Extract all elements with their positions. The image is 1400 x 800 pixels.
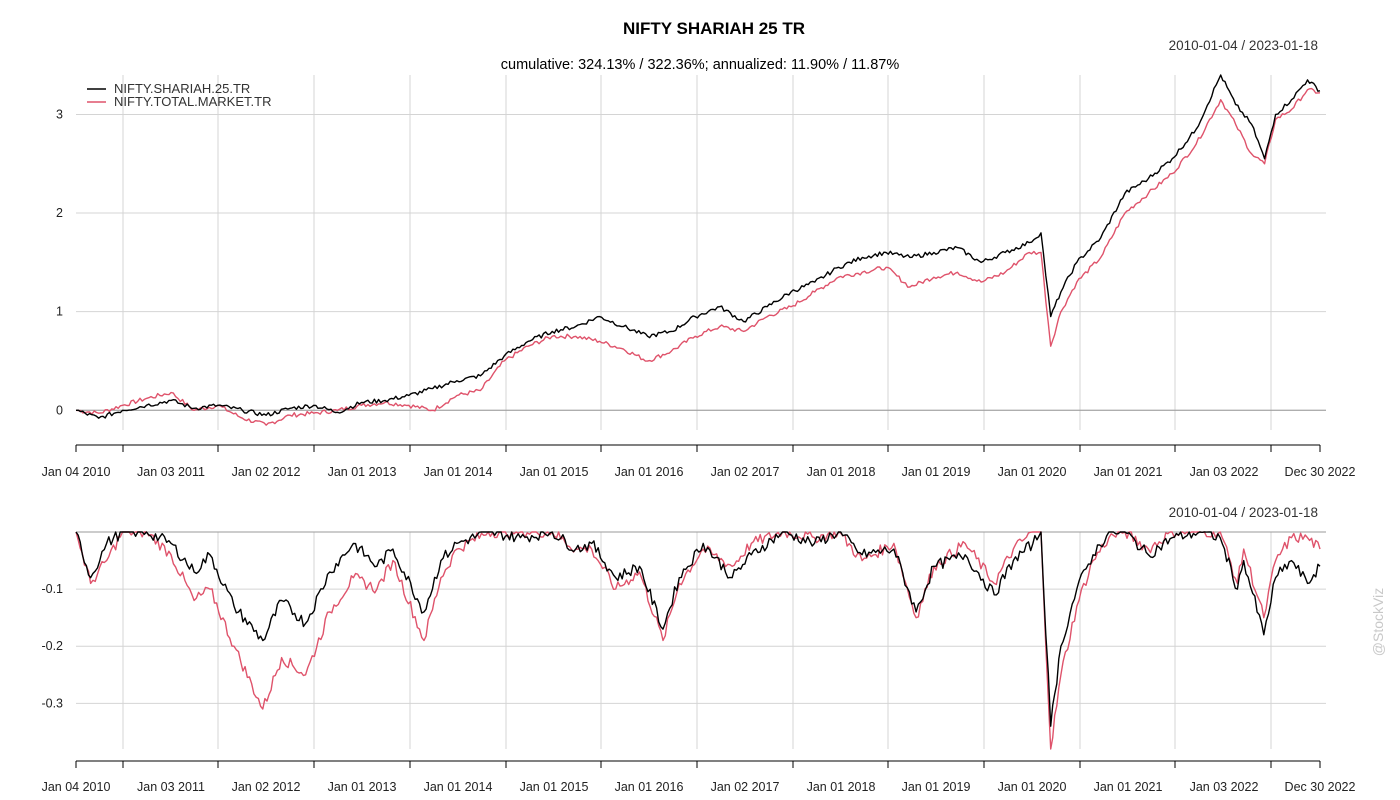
x-tick-label: Jan 03 2011 [137, 780, 205, 794]
series-line-total-market [75, 87, 1321, 426]
x-tick-label: Jan 01 2018 [807, 465, 876, 479]
y-tick-label: -0.1 [41, 582, 63, 596]
x-tick-label: Jan 01 2021 [1094, 465, 1163, 479]
x-tick-label: Jan 01 2016 [615, 780, 684, 794]
x-tick-label: Jan 01 2013 [328, 465, 397, 479]
x-tick-label: Jan 01 2014 [424, 465, 493, 479]
x-tick-label: Jan 02 2017 [711, 780, 780, 794]
top-panel-grid [76, 75, 1326, 430]
x-tick-label: Jan 01 2019 [902, 780, 971, 794]
x-tick-label: Jan 01 2013 [328, 780, 397, 794]
bottom-panel-grid [76, 531, 1326, 749]
bottom-panel-y-axis: -0.1 -0.2 -0.3 [41, 582, 63, 710]
x-tick-label: Jan 01 2021 [1094, 780, 1163, 794]
y-tick-label: 2 [56, 206, 63, 220]
top-date-range: 2010-01-04 / 2023-01-18 [1169, 38, 1318, 53]
x-tick-label: Jan 02 2012 [232, 780, 301, 794]
legend-label-shariah: NIFTY.SHARIAH.25.TR [114, 81, 250, 96]
x-tick-label: Jan 01 2018 [807, 780, 876, 794]
y-tick-label: 1 [56, 305, 63, 319]
y-tick-label: 3 [56, 107, 63, 121]
x-tick-label: Jan 01 2014 [424, 780, 493, 794]
x-tick-label: Dec 30 2022 [1285, 465, 1356, 479]
chart-subtitle: cumulative: 324.13% / 322.36%; annualize… [501, 57, 900, 73]
bottom-date-range: 2010-01-04 / 2023-01-18 [1169, 505, 1318, 520]
bottom-panel-series [75, 531, 1321, 750]
x-tick-label: Jan 01 2020 [998, 780, 1067, 794]
y-tick-label: -0.3 [41, 696, 63, 710]
series-line-shariah [75, 531, 1321, 727]
series-line-total-market [75, 531, 1321, 750]
x-tick-label: Jan 03 2022 [1190, 780, 1259, 794]
x-tick-label: Jan 03 2011 [137, 465, 205, 479]
top-panel-x-axis: Jan 04 2010 Jan 03 2011 Jan 02 2012 Jan 01 … [42, 444, 1356, 479]
top-panel-series [75, 74, 1321, 426]
chart-title: NIFTY SHARIAH 25 TR [623, 19, 805, 38]
legend-label-total-market: NIFTY.TOTAL.MARKET.TR [114, 94, 271, 109]
x-tick-label: Jan 02 2017 [711, 465, 780, 479]
watermark: @StockViz [1370, 588, 1386, 656]
x-tick-label: Jan 01 2016 [615, 465, 684, 479]
x-tick-label: Dec 30 2022 [1285, 780, 1356, 794]
x-tick-label: Jan 01 2020 [998, 465, 1067, 479]
x-tick-label: Jan 01 2015 [520, 465, 589, 479]
x-tick-label: Jan 01 2019 [902, 465, 971, 479]
series-line-shariah [75, 74, 1321, 419]
x-tick-label: Jan 04 2010 [42, 780, 111, 794]
x-tick-label: Jan 03 2022 [1190, 465, 1259, 479]
y-tick-label: 0 [56, 403, 63, 417]
legend: NIFTY.SHARIAH.25.TR NIFTY.TOTAL.MARKET.T… [87, 81, 271, 109]
x-tick-label: Jan 01 2015 [520, 780, 589, 794]
x-tick-label: Jan 04 2010 [42, 465, 111, 479]
top-panel-y-axis: 0 1 2 3 [56, 107, 63, 417]
bottom-panel-x-axis: Jan 04 2010 Jan 03 2011 Jan 02 2012 Jan 01 … [42, 760, 1356, 794]
x-tick-label: Jan 02 2012 [232, 465, 301, 479]
y-tick-label: -0.2 [41, 639, 63, 653]
